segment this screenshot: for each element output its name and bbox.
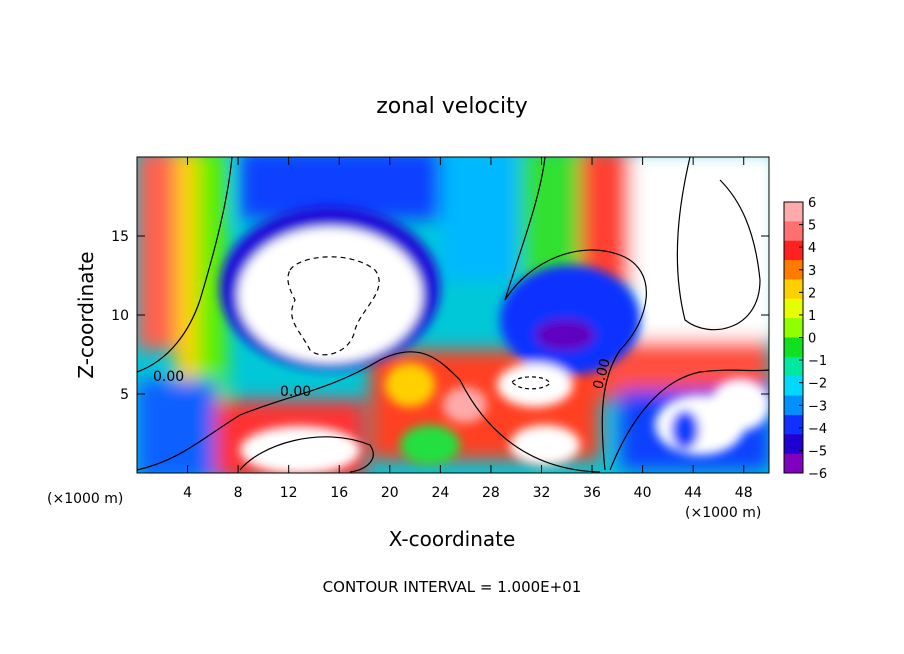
field-blob [440,157,530,280]
colorbar-swatch [784,260,803,280]
field-blob [400,425,460,465]
colorbar-swatch [784,376,803,397]
field-blob [137,380,217,473]
field-blob [630,157,769,340]
colorbar-tick-label: 6 [808,196,816,211]
colorbar-tick-label: 1 [808,309,816,324]
field-blob [238,227,422,363]
field-blob [137,157,175,350]
colorbar-tick-label: −1 [808,354,827,369]
colorbar-tick-label: 5 [808,219,816,234]
colorbar-tick-label: 0 [808,332,816,347]
contour-white-right [676,157,761,331]
x-tick-label: 48 [735,485,753,501]
field-blob [240,426,360,473]
field-blob [385,363,435,407]
x-tick-label: 24 [431,485,449,501]
colorbar-tick-label: 2 [808,286,816,301]
contour-lower-white [239,436,374,473]
x-tick-label: 4 [183,485,192,501]
colorbar-swatch [784,240,803,261]
field-blob [497,363,573,407]
x-tick-label: 36 [583,485,601,501]
colorbar-swatch [784,202,803,222]
y-tick-label: 15 [111,229,129,245]
field-blob [175,157,197,380]
contour-label: 0.00 [153,369,184,385]
contour-dashed-cavity [287,256,380,356]
contour-zero-right [504,157,647,471]
x-tick-label: 28 [482,485,500,501]
y-tick-label: 10 [111,308,129,324]
field-blob [671,410,699,450]
colorbar-swatch [784,298,803,319]
y-axis-label: Z-coordinate [74,251,98,378]
y-axis: 5 10 15 [111,229,769,403]
x-tick-label: 40 [634,485,652,501]
plot-area: 0.00 0.00 0.00 [137,157,769,473]
colorbar-tick-label: 3 [808,264,816,279]
contour-zero-left [137,157,233,373]
colorbar-swatch [784,279,803,300]
colorbar-swatch [784,337,803,358]
x-tick-label: 8 [234,485,243,501]
colorbar-swatch [784,356,803,377]
colorbar-tick-label: −3 [808,399,827,414]
contour-zero-right2 [609,369,769,471]
colorbar-swatch [784,318,803,338]
colorbar-tick-label: 4 [808,241,816,256]
contour-label: 0.00 [590,357,614,391]
colorbar-tick-label: −4 [808,422,827,437]
colorbar-swatch [784,453,803,474]
x-axis-label: X-coordinate [389,527,516,551]
colorbar-swatch [784,434,803,455]
x-unit-note-right: (×1000 m) [685,505,761,521]
colorbar: 6 5 4 3 2 1 0 −1 −2 −3 −4 −5 −6 [783,196,827,482]
colorbar-tick-label: −5 [808,444,827,459]
x-tick-label: 44 [684,485,702,501]
contour-label: 0.00 [280,384,311,400]
x-tick-label: 32 [533,485,551,501]
field-blob [710,379,769,431]
contour-zero-lower [137,351,601,473]
field-blob [443,387,487,423]
chart-title: zonal velocity [376,94,528,119]
x-axis: 4 8 12 16 20 24 28 32 36 40 44 48 [183,157,753,501]
field-blob [535,319,595,351]
colorbar-swatch [784,395,803,416]
x-tick-label: 12 [280,485,298,501]
contour-interval-footer: CONTOUR INTERVAL = 1.000E+01 [323,578,582,596]
colorbar-tick-label: −6 [808,467,827,482]
colorbar-tick-label: −2 [808,377,827,392]
field-blob [510,425,580,465]
x-tick-label: 20 [381,485,399,501]
colorbar-swatch [784,221,803,242]
colorbar-swatch [784,414,803,435]
x-tick-label: 16 [330,485,348,501]
y-tick-label: 5 [120,387,129,403]
x-unit-note: (×1000 m) [47,491,123,507]
